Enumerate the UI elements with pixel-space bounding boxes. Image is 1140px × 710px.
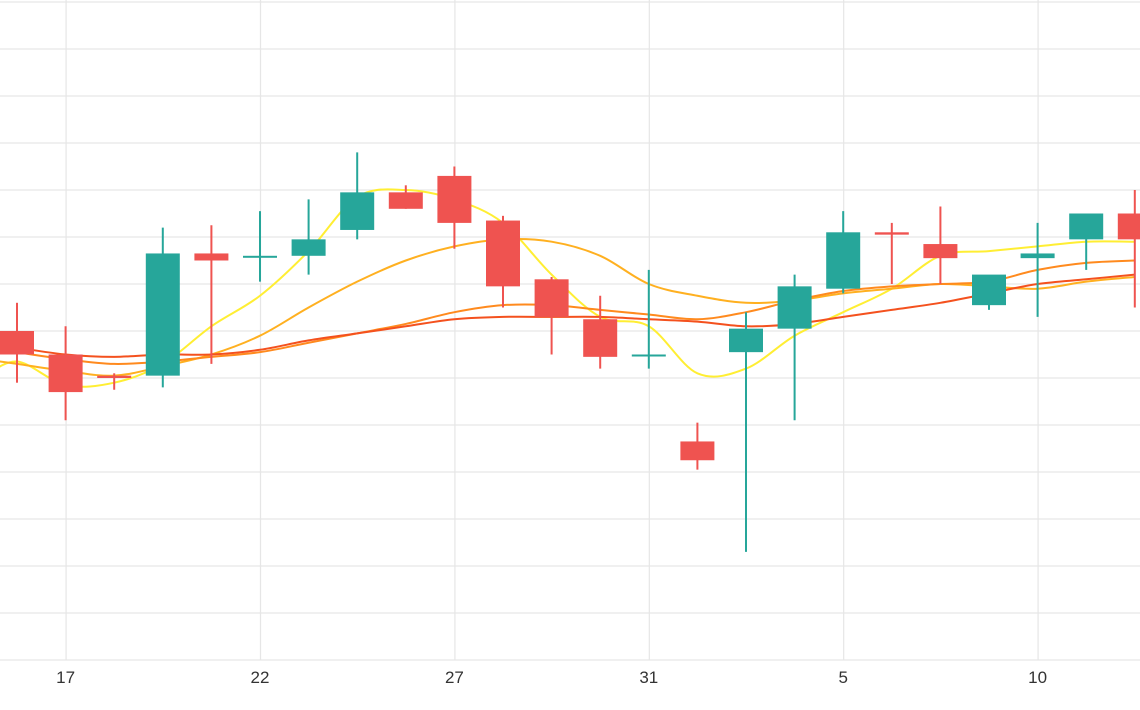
- candle[interactable]: [48, 326, 83, 421]
- candle[interactable]: [874, 222, 909, 284]
- candle[interactable]: [680, 422, 715, 470]
- candle-body: [1069, 213, 1104, 240]
- candle-body: [729, 328, 763, 353]
- candle[interactable]: [923, 206, 958, 284]
- candle-body: [0, 331, 34, 355]
- candle-body: [340, 192, 375, 230]
- candle-body: [777, 286, 812, 329]
- candle[interactable]: [1020, 222, 1055, 317]
- candle[interactable]: [631, 269, 666, 369]
- candle[interactable]: [145, 227, 180, 388]
- candle-body: [486, 220, 520, 287]
- candle-body: [388, 192, 423, 209]
- candle[interactable]: [777, 274, 812, 421]
- candle[interactable]: [97, 373, 132, 390]
- candle[interactable]: [0, 302, 34, 383]
- candle-body: [874, 232, 909, 235]
- candle-body: [631, 354, 666, 357]
- candle-body: [291, 239, 326, 256]
- candle[interactable]: [972, 274, 1006, 310]
- candle-body: [243, 255, 277, 258]
- candle[interactable]: [729, 312, 763, 552]
- x-tick-label: 10: [1028, 668, 1047, 687]
- candle-body: [437, 175, 472, 223]
- candle-body: [534, 279, 569, 317]
- candle-body: [145, 253, 180, 376]
- candle[interactable]: [826, 211, 861, 294]
- candle[interactable]: [388, 185, 423, 209]
- x-tick-label: 5: [838, 668, 847, 687]
- candle[interactable]: [291, 199, 326, 275]
- x-tick-label: 17: [56, 668, 75, 687]
- candle-body: [826, 232, 861, 289]
- candle[interactable]: [1117, 190, 1140, 308]
- x-tick-label: 22: [251, 668, 270, 687]
- candle-body: [194, 253, 229, 261]
- candle[interactable]: [583, 295, 618, 369]
- candle-body: [1020, 253, 1055, 259]
- candle[interactable]: [437, 166, 472, 249]
- candle-body: [1117, 213, 1140, 240]
- candle[interactable]: [243, 211, 277, 282]
- candle[interactable]: [534, 276, 569, 355]
- candle-body: [583, 319, 618, 357]
- x-axis: 17 22 27 31 5 10: [56, 668, 1047, 687]
- candles: [0, 152, 1140, 552]
- candle[interactable]: [340, 152, 375, 240]
- candle[interactable]: [1069, 213, 1104, 270]
- candle-body: [972, 274, 1006, 306]
- x-tick-label: 31: [639, 668, 658, 687]
- candle-body: [97, 375, 132, 378]
- candle-body: [923, 244, 958, 259]
- candle-body: [48, 354, 83, 393]
- grid: [0, 0, 1140, 661]
- candle-body: [680, 441, 715, 461]
- candle[interactable]: [194, 225, 229, 364]
- candle[interactable]: [486, 215, 520, 308]
- x-tick-label: 27: [445, 668, 464, 687]
